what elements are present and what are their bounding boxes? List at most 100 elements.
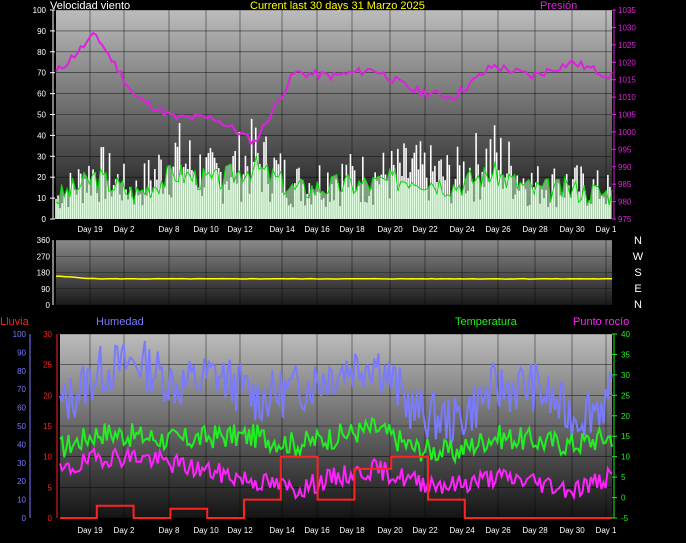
x-tick-label: Day 18 (339, 225, 365, 234)
temperature-tick-label: 0 (621, 494, 626, 503)
rain-tick-label: 25 (43, 361, 52, 370)
pressure-tick-label: 975 (618, 215, 632, 224)
pressure-tick-label: 985 (618, 180, 632, 189)
x-tick-label: Day 22 (412, 225, 438, 234)
pressure-tick-label: 990 (618, 163, 632, 172)
x-tick-label: Day 18 (339, 526, 365, 535)
x-tick-label: Day 14 (269, 225, 295, 234)
pressure-tick-label: 995 (618, 145, 632, 154)
pressure-tick-label: 1020 (618, 58, 636, 67)
x-tick-label: Day 12 (227, 225, 253, 234)
y-tick-label: 70 (37, 69, 46, 78)
x-tick-label: Day 19 (77, 526, 103, 535)
x-tick-label: Day 20 (377, 225, 403, 234)
direction-tick-label: 360 (37, 236, 51, 245)
pressure-tick-label: 1035 (618, 6, 636, 15)
temperature-line (59, 416, 613, 465)
pressure-legend: Presión (540, 0, 578, 12)
rain-legend: Lluvia (0, 316, 29, 328)
humidity-tick-label: 40 (17, 440, 26, 449)
rain-tick-label: 30 (43, 330, 52, 339)
rain-tick-label: 20 (43, 391, 52, 400)
x-tick-label: Day 1 (596, 225, 617, 234)
pressure-tick-label: 1000 (618, 128, 636, 137)
pressure-tick-label: 1030 (618, 23, 636, 32)
temperature-tick-label: 20 (621, 412, 630, 421)
x-tick-label: Day 22 (412, 526, 438, 535)
humidity-tick-label: 100 (13, 330, 27, 339)
pressure-tick-label: 980 (618, 198, 632, 207)
x-tick-label: Day 10 (193, 526, 219, 535)
x-tick-label: Day 16 (304, 526, 330, 535)
pressure-tick-label: 1025 (618, 41, 636, 50)
x-tick-label: Day 24 (449, 526, 475, 535)
rain-tick-label: 15 (43, 422, 52, 431)
y-tick-label: 50 (37, 111, 46, 120)
x-tick-label: Day 24 (449, 225, 475, 234)
compass-label-n-top: N (634, 235, 642, 247)
dewpoint-line (59, 445, 613, 501)
temperature-tick-label: 15 (621, 432, 630, 441)
x-tick-label: Day 8 (159, 225, 180, 234)
humidity-line (59, 340, 613, 445)
y-tick-label: 100 (33, 6, 47, 15)
direction-tick-label: 0 (46, 301, 51, 310)
x-tick-label: Day 16 (304, 225, 330, 234)
x-tick-label: Day 2 (114, 225, 135, 234)
humidity-tick-label: 90 (17, 348, 26, 357)
humidity-tick-label: 10 (17, 496, 26, 505)
x-tick-label: Day 26 (485, 526, 511, 535)
humidity-tick-label: 0 (22, 514, 27, 523)
x-tick-label: Day 28 (522, 225, 548, 234)
x-tick-label: Day 8 (159, 526, 180, 535)
humidity-tick-label: 30 (17, 459, 26, 468)
x-tick-label: Day 2 (114, 526, 135, 535)
y-tick-label: 0 (42, 215, 47, 224)
compass-label-n-bottom: N (634, 299, 642, 311)
rain-tick-label: 10 (43, 453, 52, 462)
y-tick-label: 40 (37, 131, 46, 140)
compass-label-e: E (634, 283, 641, 295)
y-tick-label: 90 (37, 27, 46, 36)
y-tick-label: 60 (37, 90, 46, 99)
x-tick-label: Day 19 (77, 225, 103, 234)
y-tick-label: 20 (37, 173, 46, 182)
rain-line (60, 455, 612, 519)
temperature-legend: Temperatura (455, 316, 517, 328)
x-tick-label: Day 14 (269, 526, 295, 535)
x-tick-label: Day 10 (193, 225, 219, 234)
rain-tick-label: 0 (48, 514, 53, 523)
humidity-tick-label: 50 (17, 422, 26, 431)
pressure-line (55, 31, 613, 147)
pressure-tick-label: 1010 (618, 93, 636, 102)
temperature-tick-label: 30 (621, 371, 630, 380)
humidity-legend: Humedad (96, 316, 144, 328)
temperature-tick-label: 25 (621, 391, 630, 400)
y-tick-label: 80 (37, 48, 46, 57)
x-tick-label: Day 30 (559, 526, 585, 535)
rain-tick-label: 5 (48, 483, 53, 492)
compass-label-w: W (633, 251, 644, 263)
dewpoint-legend: Punto rocío (573, 316, 630, 328)
humidity-tick-label: 20 (17, 477, 26, 486)
x-tick-label: Day 26 (485, 225, 511, 234)
temperature-tick-label: 35 (621, 350, 630, 359)
temperature-tick-label: 5 (621, 473, 626, 482)
humidity-tick-label: 70 (17, 385, 26, 394)
direction-tick-label: 90 (41, 285, 50, 294)
x-tick-label: Day 12 (227, 526, 253, 535)
humidity-tick-label: 60 (17, 404, 26, 413)
temperature-tick-label: -5 (621, 514, 629, 523)
x-tick-label: Day 1 (596, 526, 617, 535)
x-tick-label: Day 28 (522, 526, 548, 535)
compass-label-s: S (634, 267, 641, 279)
direction-tick-label: 270 (37, 252, 51, 261)
x-tick-label: Day 20 (377, 526, 403, 535)
y-tick-label: 10 (37, 194, 46, 203)
pressure-tick-label: 1015 (618, 76, 636, 85)
wind-average-line (55, 155, 613, 206)
direction-tick-label: 180 (37, 269, 51, 278)
y-tick-label: 30 (37, 152, 46, 161)
chart-title: Current last 30 days 31 Marzo 2025 (250, 0, 425, 12)
